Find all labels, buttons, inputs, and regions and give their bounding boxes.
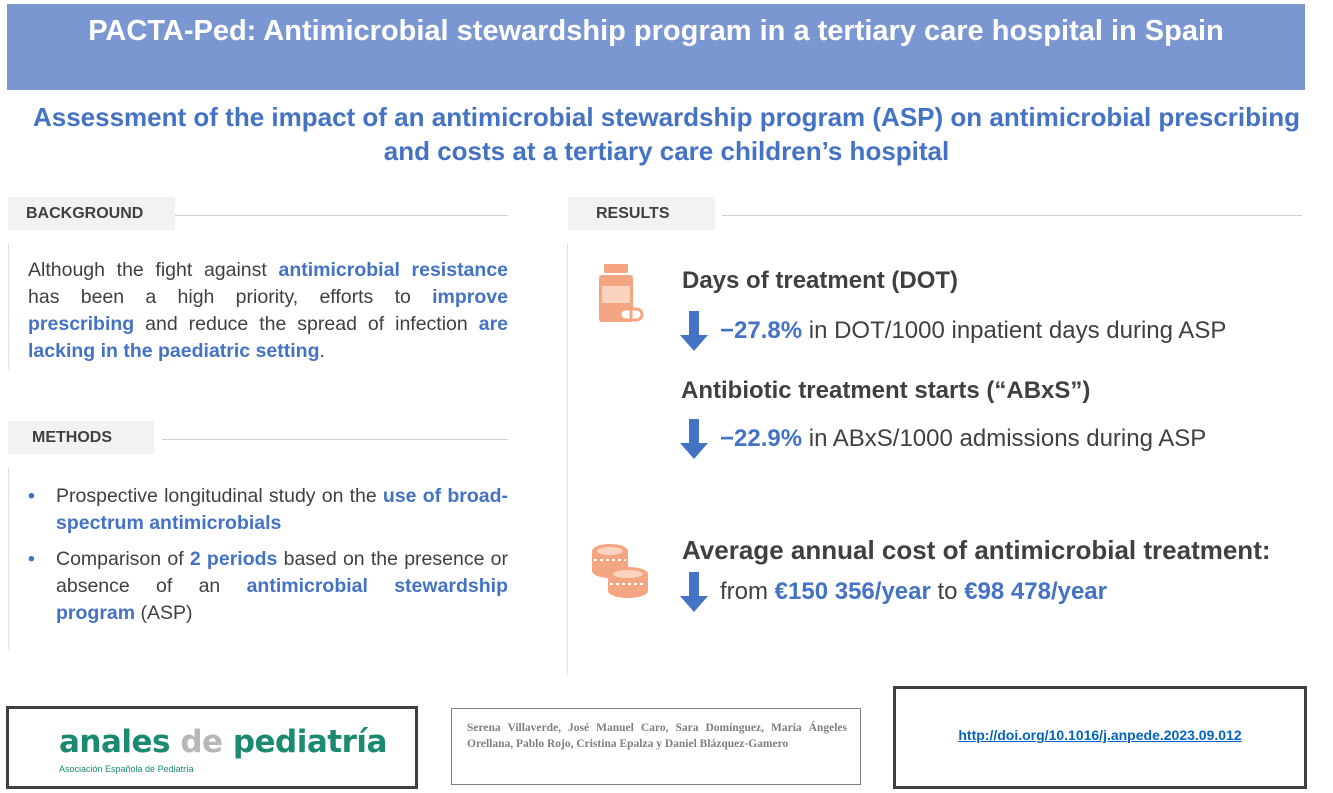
authors-box: Serena Villaverde, José Manuel Caro, Sar… bbox=[451, 708, 861, 785]
background-label: BACKGROUND bbox=[8, 197, 175, 230]
abxs-result: −22.9% in ABxS/1000 admissions during AS… bbox=[720, 425, 1207, 452]
abxs-heading: Antibiotic treatment starts (“ABxS”) bbox=[681, 377, 1091, 404]
results-rule bbox=[722, 215, 1302, 216]
arrow-down-icon bbox=[680, 311, 708, 351]
cost-heading: Average annual cost of antimicrobial tre… bbox=[682, 535, 1271, 565]
bullet-marker: • bbox=[28, 485, 35, 507]
journal-society: Asociación Española de Pediatría bbox=[59, 764, 194, 774]
methods-rule bbox=[162, 439, 508, 440]
methods-label: METHODS bbox=[8, 421, 154, 454]
results-label: RESULTS bbox=[568, 197, 715, 230]
arrow-down-icon bbox=[680, 419, 708, 459]
page-subtitle: Assessment of the impact of an antimicro… bbox=[32, 102, 1301, 166]
list-item: • Prospective longitudinal study on the … bbox=[28, 485, 508, 534]
arrow-down-icon bbox=[680, 572, 708, 612]
cost-result: from €150 356/year to €98 478/year bbox=[720, 578, 1107, 605]
background-rule bbox=[175, 215, 508, 216]
coins-icon bbox=[592, 544, 648, 598]
background-text: Although the fight against antimicrobial… bbox=[28, 259, 509, 362]
journal-logo: anales de pediatría bbox=[59, 724, 387, 760]
page-title: PACTA-Ped: Antimicrobial stewardship pro… bbox=[88, 15, 1224, 47]
results-left-border bbox=[567, 243, 568, 675]
dot-result: −27.8% in DOT/1000 inpatient days during… bbox=[720, 317, 1227, 344]
dot-heading: Days of treatment (DOT) bbox=[682, 267, 959, 294]
doi-box: http://doi.org/10.1016/j.anpede.2023.09.… bbox=[893, 686, 1307, 789]
medicine-bottle-icon bbox=[599, 264, 644, 322]
list-item: • Comparison of 2 periods based on the p… bbox=[28, 548, 509, 624]
authors-text: Serena Villaverde, José Manuel Caro, Sar… bbox=[467, 722, 847, 750]
doi-link[interactable]: http://doi.org/10.1016/j.anpede.2023.09.… bbox=[958, 727, 1242, 743]
title-banner: PACTA-Ped: Antimicrobial stewardship pro… bbox=[7, 4, 1305, 90]
journal-logo-box: anales de pediatría Asociación Española … bbox=[6, 706, 418, 789]
bullet-marker: • bbox=[28, 548, 35, 570]
methods-left-border bbox=[8, 468, 9, 650]
background-left-border bbox=[8, 243, 9, 370]
methods-list: • Prospective longitudinal study on the … bbox=[28, 483, 508, 636]
